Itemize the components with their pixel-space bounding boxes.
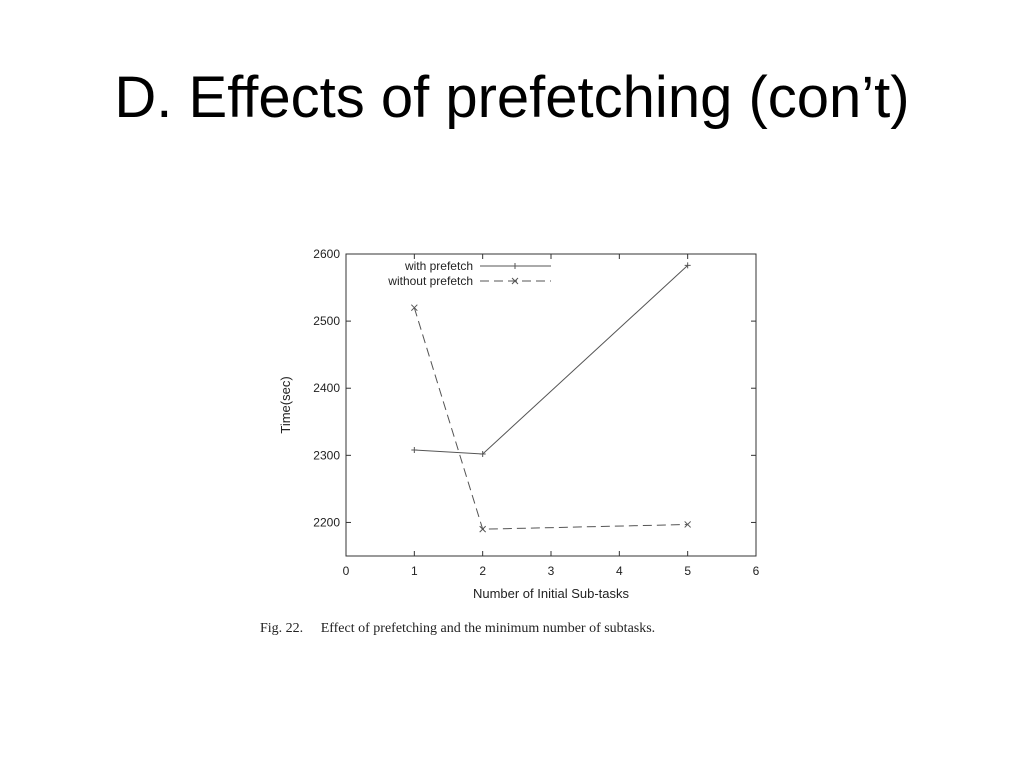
y-axis-label: Time(sec) bbox=[278, 376, 293, 433]
figure-number: Fig. 22. bbox=[260, 621, 304, 636]
figure-caption-text: Effect of prefetching and the minimum nu… bbox=[320, 621, 656, 636]
series-line-1 bbox=[414, 265, 689, 455]
x-tick-label: 1 bbox=[411, 564, 418, 578]
axis-ticks: 0 1 2 3 4 5 6 2200 2300 2400 2500 2600 bbox=[313, 247, 759, 578]
data-point bbox=[410, 304, 418, 312]
x-axis-label: Number of Initial Sub-tasks bbox=[473, 586, 630, 601]
data-point bbox=[684, 521, 692, 528]
y-tick-label: 2300 bbox=[313, 448, 340, 462]
x-tick-label: 0 bbox=[343, 564, 350, 578]
legend-marker bbox=[512, 263, 518, 269]
legend-marker bbox=[511, 277, 519, 285]
figure-caption: Fig. 22. Effect of prefetching and the m… bbox=[260, 621, 655, 637]
data-point bbox=[479, 525, 487, 533]
line-chart: 0 1 2 3 4 5 6 2200 2300 2400 2500 2600 with prefetc… bbox=[278, 247, 760, 601]
series-line-2 bbox=[413, 307, 688, 530]
x-tick-label: 2 bbox=[479, 564, 486, 578]
y-tick-label: 2500 bbox=[313, 314, 340, 328]
y-tick-label: 2200 bbox=[313, 515, 340, 529]
y-tick-label: 2400 bbox=[313, 381, 340, 395]
series-layer bbox=[410, 262, 692, 533]
plot-frame bbox=[345, 253, 757, 557]
data-point bbox=[479, 450, 486, 457]
x-tick-label: 3 bbox=[548, 564, 555, 578]
y-tick-label: 2600 bbox=[313, 247, 340, 261]
slide-title: D. Effects of prefetching (con’t) bbox=[114, 65, 910, 130]
legend-label: without prefetch bbox=[387, 274, 473, 288]
data-point bbox=[684, 262, 691, 269]
x-tick-label: 4 bbox=[616, 564, 623, 578]
legend-label: with prefetch bbox=[404, 259, 473, 273]
x-tick-label: 6 bbox=[753, 564, 760, 578]
x-tick-label: 5 bbox=[684, 564, 691, 578]
data-point bbox=[411, 446, 418, 453]
